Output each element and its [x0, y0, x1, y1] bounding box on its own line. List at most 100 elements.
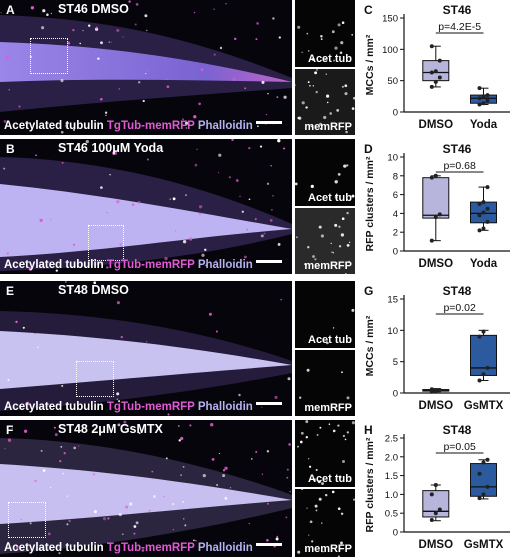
speckle [193, 539, 195, 542]
speckle [233, 37, 237, 41]
speckle [118, 88, 121, 90]
box-plot-d: D ST46 p=0.68 0 2 4 6 8 10 RFP clusters / mm² DMSO… [360, 139, 520, 276]
speckle [20, 518, 23, 521]
speckle [100, 186, 103, 189]
speckle [297, 550, 301, 554]
speckle [129, 502, 133, 506]
speckle [275, 537, 279, 541]
speckle [267, 502, 269, 505]
data-point [437, 75, 442, 80]
channel-acetylated-tubulin: Acetylated tubulin [4, 120, 104, 132]
panel-letter: C [364, 3, 373, 17]
speckle [54, 433, 58, 437]
speckle [164, 256, 168, 261]
speckle [15, 320, 18, 324]
y-tick-label: 10 [387, 153, 398, 164]
y-tick-label: 10 [387, 326, 398, 337]
speckle [310, 125, 313, 128]
speckle [117, 423, 121, 427]
speckle [93, 473, 96, 476]
speckle [239, 195, 241, 198]
speckle [146, 29, 148, 32]
data-point [437, 507, 442, 512]
data-point [477, 96, 482, 101]
speckle [23, 429, 28, 433]
speckle [307, 81, 310, 84]
box-plot-h: H ST48 p=0.05 0 0.5 1.0 1.5 2.0 2.5 RFP clusters … [360, 420, 520, 557]
speckle [7, 378, 10, 381]
speckle [85, 139, 89, 144]
speckle [334, 195, 338, 199]
speckle [28, 267, 32, 270]
speckle [310, 184, 314, 189]
speckle [99, 97, 103, 101]
speckle [289, 490, 292, 493]
box [422, 177, 450, 219]
speckle [182, 501, 184, 503]
speckle [250, 458, 253, 460]
speckle [144, 14, 148, 18]
data-point [433, 69, 438, 74]
speckle [229, 487, 232, 489]
speckle [109, 173, 111, 176]
speckle [61, 161, 64, 164]
speckle [29, 522, 32, 525]
data-point [481, 200, 486, 205]
inset-label: memRFP [304, 402, 352, 414]
speckle [47, 532, 51, 536]
speckle [321, 482, 324, 486]
data-point [481, 226, 486, 231]
speckle [193, 115, 197, 119]
speckle [320, 234, 324, 238]
data-point [477, 496, 482, 501]
speckle [119, 243, 122, 246]
data-point [477, 213, 482, 218]
inset-acet-tub-b: Acet tub [295, 139, 355, 206]
speckle [351, 194, 355, 198]
speckle [145, 341, 148, 343]
data-point [437, 388, 442, 393]
speckle [8, 88, 11, 91]
speckle [346, 164, 349, 167]
channel-phalloidin: Phalloidin [197, 259, 253, 271]
channel-legend: Acetylated tubulin TgTub-memRFP Phalloid… [4, 542, 253, 554]
speckle [326, 101, 329, 104]
panel-title: ST46 DMSO [58, 2, 129, 16]
speckle [58, 552, 61, 555]
speckle [5, 56, 10, 60]
speckle [30, 6, 35, 10]
speckle [314, 504, 318, 508]
speckle [351, 308, 355, 312]
speckle [104, 111, 108, 114]
speckle [266, 450, 270, 453]
inset-label: Acet tub [308, 192, 352, 204]
chart-title: ST48 [443, 284, 472, 298]
speckle [332, 429, 336, 433]
speckle [348, 260, 350, 263]
channel-acetylated-tubulin: Acetylated tubulin [4, 259, 104, 271]
speckle [118, 512, 122, 517]
data-point [429, 238, 434, 243]
speckle [120, 335, 123, 339]
speckle [316, 69, 318, 71]
speckle [308, 465, 312, 468]
y-tick-label: 0 [393, 528, 398, 539]
speckle [276, 96, 279, 99]
speckle [306, 507, 308, 509]
category-label: DMSO [419, 119, 454, 131]
channel-phalloidin: Phalloidin [197, 542, 253, 554]
speckle [311, 57, 315, 61]
speckle [342, 460, 345, 463]
speckle [196, 148, 198, 150]
speckle [287, 377, 291, 381]
speckle [172, 528, 175, 531]
data-point [433, 483, 438, 487]
speckle [77, 549, 81, 552]
speckle [346, 244, 350, 247]
speckle [7, 438, 12, 442]
speckle [100, 41, 103, 45]
data-point [433, 173, 438, 178]
data-point [429, 387, 434, 392]
speckle [334, 46, 338, 50]
data-point [437, 212, 442, 217]
